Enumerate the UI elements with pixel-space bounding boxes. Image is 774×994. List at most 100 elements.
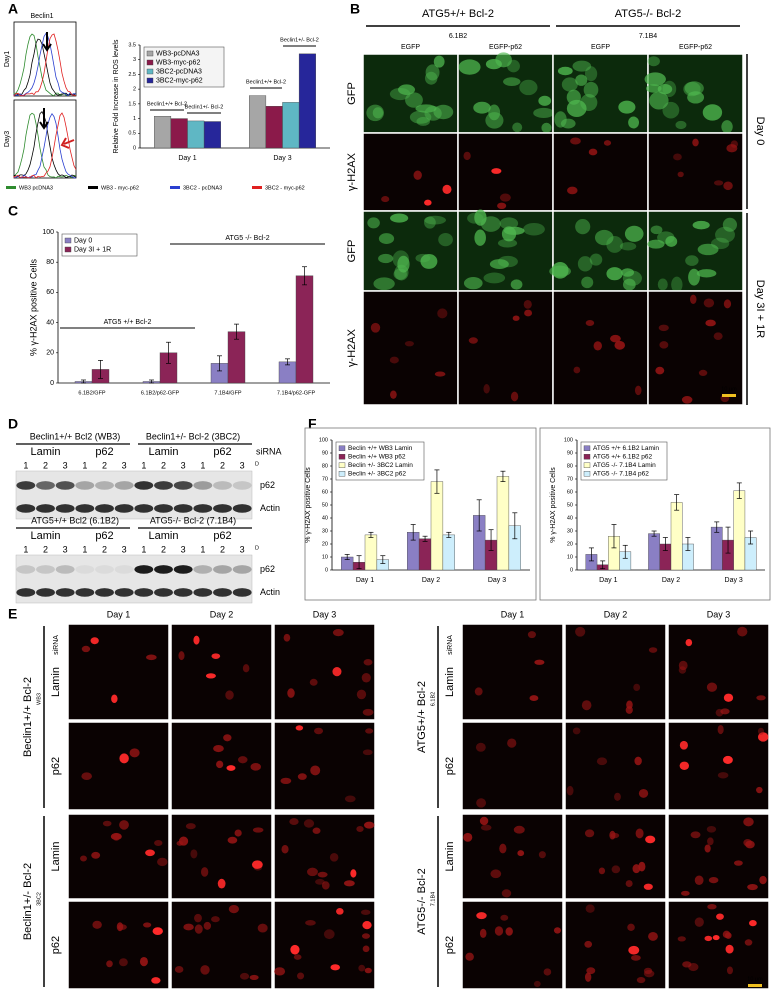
nucleus [321,881,330,890]
legend-label: ATG5 -/- 7.1B4 p62 [593,470,649,477]
cell [512,122,523,133]
label: Day 3 [707,609,731,619]
image-frame [647,290,744,406]
nucleus [501,889,512,898]
error-bar [725,526,731,554]
cell [392,250,410,269]
label: Day 1 [107,609,131,619]
nucleus [237,756,248,764]
error-bar [600,560,606,570]
nucleus [713,180,724,186]
nucleus [678,660,688,671]
band [36,588,55,597]
nucleus [119,958,128,967]
nucleus [655,366,665,375]
legend-label: 3BC2-pcDNA3 [156,68,202,75]
legend-label: WB3-pcDNA3 [156,50,200,57]
label: 1 [23,544,28,554]
cell [519,79,538,96]
cell [378,253,394,264]
legend-swatch [6,186,16,189]
legend-swatch [146,50,154,57]
bar [418,538,432,571]
nucleus [716,913,724,920]
clone-label: 7.1B4 [430,892,436,906]
blot [15,554,253,604]
y-tick-label: 10 [322,554,328,560]
nucleus [475,742,486,752]
annotation: Beclin1+/- Bcl-2 [185,104,224,110]
bar [282,102,300,149]
cell [503,77,521,87]
cell [499,217,519,230]
label: 3 [63,544,68,554]
label: p62 [213,530,231,542]
nucleus [538,851,546,859]
nucleus [296,972,305,980]
histogram-curve [13,112,77,179]
error-bar [410,524,416,541]
image-frame [67,900,170,990]
nucleus [389,356,399,364]
cell [624,225,644,242]
cell [692,220,710,230]
clone-label: 3BC2 [36,892,42,906]
x-tick-label: Day 3 [273,155,291,162]
label: ATG5-/- Bcl-2 (7.1B4) [150,515,236,525]
nucleus [361,933,371,939]
legend-label: Beclin +/- 3BC2 Lamin [348,462,413,469]
micrograph [457,209,554,292]
cell [645,84,662,93]
error-bar [344,554,350,560]
nucleus [724,932,732,939]
label: 10 µm [721,386,737,392]
nucleus [706,825,717,833]
x-tick-label: 6.1B2/GFP [78,390,106,396]
nucleus [625,706,633,714]
legend-label: 3BC2-myc-p62 [156,77,203,84]
label: Beclin1+/+ Bcl2 (WB3) [30,431,121,441]
bar [670,502,683,571]
group-label: Beclin1+/+ Bcl-2 [22,677,34,757]
cell [554,111,567,128]
nucleus [494,926,504,936]
x-tick-label: Day 1 [599,577,617,584]
nucleus [745,840,755,849]
nucleus [609,830,616,840]
nucleus [628,945,640,955]
micrograph [457,132,554,212]
nucleus [715,708,724,717]
cell [671,276,683,293]
band [213,588,232,597]
error-bar [434,469,440,494]
nucleus [442,184,452,195]
nucleus [573,366,581,374]
nucleus [510,391,519,402]
nucleus [356,825,364,832]
error-bar [217,355,222,372]
nucleus [659,341,669,349]
bar [154,116,172,149]
nucleus [283,633,291,642]
micrograph [461,813,564,900]
nucleus [512,315,520,321]
legend-box [61,233,138,257]
cell [581,276,594,289]
nucleus [239,972,250,980]
micrograph [564,721,667,811]
label: Lamin [149,530,179,542]
y-tick-label: 100 [319,437,328,443]
cell [495,52,512,68]
image-frame [170,900,273,990]
nucleus [634,385,642,396]
annotation: ATG5 +/+ Bcl-2 [104,319,152,326]
cell [721,120,733,134]
nucleus [252,827,264,833]
nucleus [723,693,734,702]
cell [378,233,395,244]
nucleus [673,153,682,161]
image-frame [461,813,564,900]
cell [467,212,484,224]
nucleus [658,324,669,332]
row-label: p62 [50,757,62,775]
